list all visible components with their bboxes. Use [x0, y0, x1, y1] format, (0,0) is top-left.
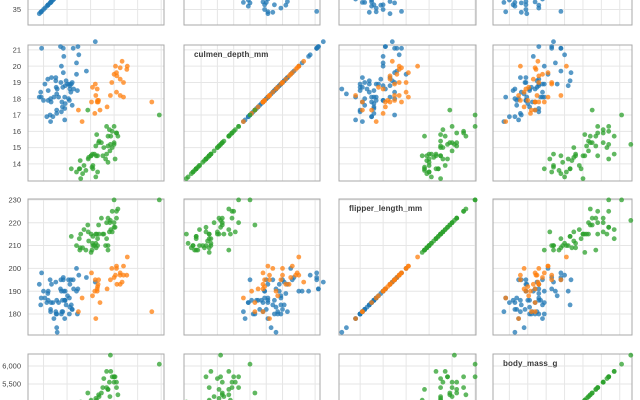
diagonal-label-culmen-depth: culmen_depth_mm: [194, 50, 269, 59]
panel-r3c1[interactable]: [27, 197, 165, 336]
y-tick-label: 6,000: [2, 362, 21, 371]
panel-r3c2[interactable]: [183, 197, 326, 336]
panel-r2c1[interactable]: [27, 39, 165, 182]
diagonal-label-flipper-length: flipper_length_mm: [349, 204, 423, 213]
y-tick-label: 20: [13, 62, 21, 71]
y-tick-label: 14: [13, 160, 21, 169]
y-tick-label: 190: [8, 287, 21, 296]
y-tick-label: 15: [13, 143, 21, 152]
y-tick-label: 21: [13, 46, 21, 55]
y-tick-label: 19: [13, 78, 21, 87]
y-tick-label: 18: [13, 94, 21, 103]
panel-r2c2[interactable]: [183, 39, 326, 182]
y-tick-label: 200: [8, 264, 21, 273]
y-tick-label: 220: [8, 218, 21, 227]
panel-r4c1[interactable]: [27, 352, 165, 400]
panel-r2c3[interactable]: [338, 39, 478, 182]
y-tick-label: 210: [8, 241, 21, 250]
panel-r4c3[interactable]: [338, 352, 478, 400]
panel-r1c3[interactable]: [338, 0, 478, 26]
y-tick-label: 16: [13, 127, 21, 136]
panel-r4c4[interactable]: [492, 352, 634, 400]
y-tick-label: 17: [13, 111, 21, 120]
panel-r3c4[interactable]: [492, 197, 634, 336]
y-tick-label: 35: [13, 5, 21, 14]
panel-r2c4[interactable]: [492, 39, 634, 182]
panel-r1c2[interactable]: [183, 0, 326, 26]
panel-r1c1[interactable]: [27, 0, 165, 26]
panel-r4c2[interactable]: [183, 352, 326, 400]
y-tick-label: 230: [8, 196, 21, 205]
y-tick-label: 5,500: [2, 380, 21, 389]
panel-r3c3[interactable]: [338, 197, 478, 336]
panel-r1c4[interactable]: [492, 0, 633, 26]
diagonal-label-body-mass: body_mass_g: [503, 359, 558, 368]
y-tick-label: 180: [8, 310, 21, 319]
